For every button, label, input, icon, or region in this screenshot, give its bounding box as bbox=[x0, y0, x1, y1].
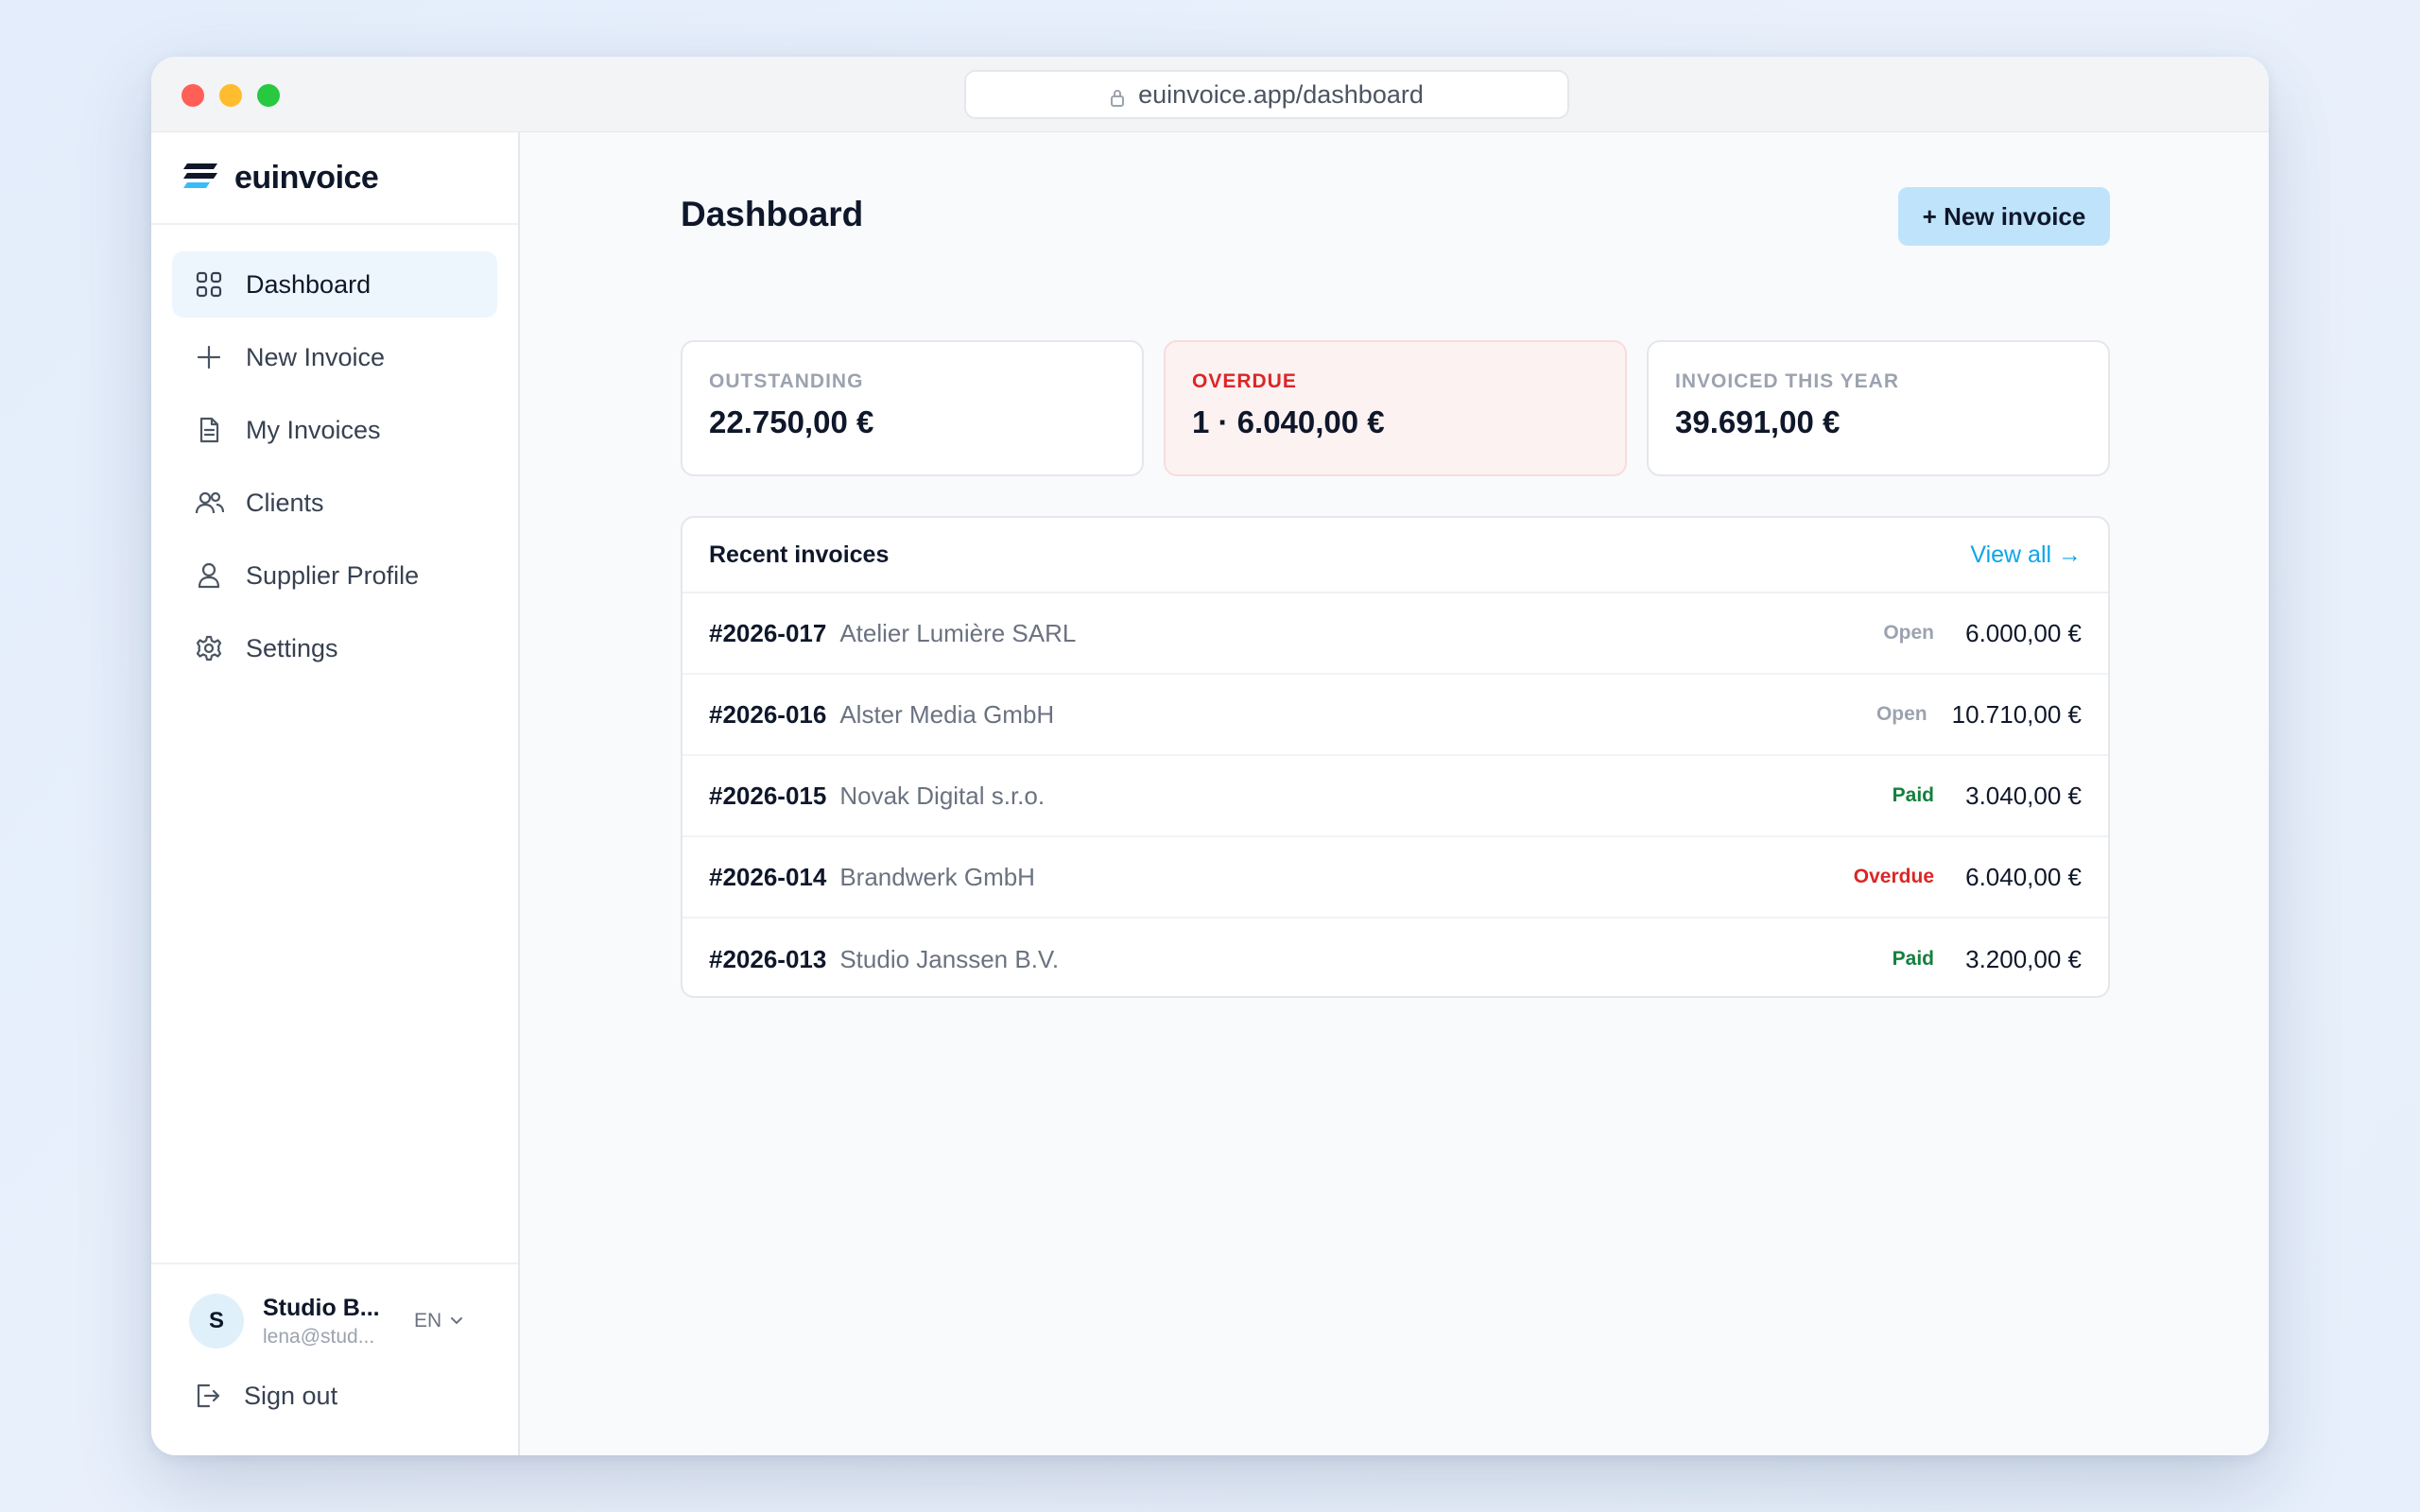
stat-label: OUTSTANDING bbox=[709, 370, 864, 392]
invoice-amount: 3.040,00 € bbox=[1965, 781, 2082, 810]
document-icon bbox=[193, 414, 225, 446]
invoice-number: #2026-013 bbox=[709, 944, 827, 973]
recent-invoices-panel: Recent invoices View all → #2026-017 Ate… bbox=[681, 516, 2110, 998]
browser-window: euinvoice.app/dashboard euinvoice Dashbo… bbox=[151, 57, 2269, 1455]
invoice-row[interactable]: #2026-013 Studio Janssen B.V. Paid 3.200… bbox=[683, 919, 2108, 996]
sidebar-item-clients[interactable]: Clients bbox=[172, 470, 497, 536]
sidebar-item-label: My Invoices bbox=[246, 415, 381, 444]
status-badge: Paid bbox=[1892, 948, 1934, 970]
stat-label: OVERDUE bbox=[1192, 370, 1297, 392]
invoice-number: #2026-015 bbox=[709, 781, 827, 810]
invoice-client: Alster Media GmbH bbox=[839, 699, 1055, 729]
invoice-amount: 3.200,00 € bbox=[1965, 944, 2082, 973]
invoice-number: #2026-017 bbox=[709, 618, 827, 647]
new-invoice-button[interactable]: + New invoice bbox=[1898, 187, 2110, 246]
sidebar-item-my-invoices[interactable]: My Invoices bbox=[172, 397, 497, 463]
stat-label: INVOICED THIS YEAR bbox=[1675, 370, 1899, 392]
gear-icon bbox=[193, 632, 225, 664]
brand-name: euinvoice bbox=[234, 159, 379, 196]
grid-icon bbox=[193, 268, 225, 301]
sidebar-item-supplier-profile[interactable]: Supplier Profile bbox=[172, 542, 497, 609]
sidebar-item-label: New Invoice bbox=[246, 342, 386, 371]
euinvoice-logo-icon bbox=[182, 162, 219, 195]
sidebar-item-label: Clients bbox=[246, 488, 324, 517]
lock-icon bbox=[1110, 85, 1125, 107]
minimize-window-button[interactable] bbox=[219, 84, 242, 107]
status-badge: Open bbox=[1883, 622, 1934, 644]
invoice-client: Novak Digital s.r.o. bbox=[839, 781, 1046, 810]
stat-card-outstanding[interactable]: OUTSTANDING 22.750,00 € bbox=[681, 340, 1144, 476]
status-badge: Open bbox=[1876, 703, 1927, 725]
users-icon bbox=[193, 487, 225, 519]
invoice-number: #2026-016 bbox=[709, 699, 827, 729]
sign-out-label: Sign out bbox=[244, 1381, 338, 1410]
stat-value: 22.750,00 € bbox=[709, 404, 874, 439]
status-badge: Overdue bbox=[1853, 866, 1934, 887]
status-badge: Paid bbox=[1892, 784, 1934, 806]
invoice-amount: 6.040,00 € bbox=[1965, 862, 2082, 891]
invoice-client: Brandwerk GmbH bbox=[839, 862, 1035, 891]
recent-invoices-title: Recent invoices bbox=[709, 541, 890, 568]
invoice-row[interactable]: #2026-016 Alster Media GmbH Open 10.710,… bbox=[683, 675, 2108, 756]
user-icon bbox=[193, 559, 225, 592]
stat-card-overdue[interactable]: OVERDUE 1 · 6.040,00 € bbox=[1164, 340, 1627, 476]
language-select[interactable]: EN bbox=[414, 1310, 464, 1332]
address-bar[interactable]: euinvoice.app/dashboard bbox=[964, 70, 1569, 119]
sidebar-footer: S Studio B... lena@stud... EN Sign out bbox=[151, 1263, 518, 1455]
close-window-button[interactable] bbox=[182, 84, 204, 107]
address-bar-url: euinvoice.app/dashboard bbox=[1138, 79, 1424, 109]
stat-card-invoiced-this-year[interactable]: INVOICED THIS YEAR 39.691,00 € bbox=[1647, 340, 2110, 476]
sidebar-item-label: Settings bbox=[246, 633, 338, 662]
invoice-row[interactable]: #2026-017 Atelier Lumière SARL Open 6.00… bbox=[683, 593, 2108, 675]
view-all-link[interactable]: View all → bbox=[1970, 541, 2082, 568]
account-email: lena@stud... bbox=[263, 1325, 375, 1348]
invoice-client: Atelier Lumière SARL bbox=[839, 618, 1077, 647]
plus-icon bbox=[193, 341, 225, 373]
sidebar-item-dashboard[interactable]: Dashboard bbox=[172, 251, 497, 318]
avatar: S bbox=[189, 1294, 244, 1349]
account-switcher[interactable]: S Studio B... lena@stud... EN bbox=[189, 1293, 480, 1349]
stats-cards: OUTSTANDING 22.750,00 € OVERDUE 1 · 6.04… bbox=[681, 340, 2110, 476]
invoice-row[interactable]: #2026-014 Brandwerk GmbH Overdue 6.040,0… bbox=[683, 837, 2108, 919]
sidebar-item-label: Supplier Profile bbox=[246, 560, 420, 590]
account-info: Studio B... lena@stud... bbox=[263, 1295, 395, 1349]
sidebar-nav: Dashboard New Invoice My Invoices Client… bbox=[151, 225, 518, 681]
maximize-window-button[interactable] bbox=[257, 84, 280, 107]
invoice-number: #2026-014 bbox=[709, 862, 827, 891]
sidebar-item-settings[interactable]: Settings bbox=[172, 615, 497, 681]
sign-out-icon bbox=[191, 1380, 223, 1412]
recent-invoices-header: Recent invoices View all → bbox=[683, 518, 2108, 593]
sidebar-item-new-invoice[interactable]: New Invoice bbox=[172, 324, 497, 390]
sidebar: euinvoice Dashboard New Invoice My Invoi… bbox=[151, 132, 520, 1455]
account-name: Studio B... bbox=[263, 1294, 380, 1321]
stat-value: 1 · 6.040,00 € bbox=[1192, 404, 1385, 439]
sidebar-item-label: Dashboard bbox=[246, 269, 372, 299]
sign-out-button[interactable]: Sign out bbox=[189, 1380, 480, 1412]
chevron-down-icon bbox=[449, 1310, 464, 1332]
brand[interactable]: euinvoice bbox=[151, 132, 518, 225]
invoice-amount: 10.710,00 € bbox=[1951, 699, 2082, 729]
browser-titlebar: euinvoice.app/dashboard bbox=[151, 57, 2269, 132]
page-title: Dashboard bbox=[681, 195, 864, 233]
invoice-amount: 6.000,00 € bbox=[1965, 618, 2082, 647]
stat-value: 39.691,00 € bbox=[1675, 404, 1841, 439]
invoice-row[interactable]: #2026-015 Novak Digital s.r.o. Paid 3.04… bbox=[683, 756, 2108, 837]
main-content: Dashboard + New invoice OUTSTANDING 22.7… bbox=[520, 132, 2269, 1455]
language-label: EN bbox=[414, 1310, 442, 1332]
invoice-client: Studio Janssen B.V. bbox=[839, 944, 1060, 973]
